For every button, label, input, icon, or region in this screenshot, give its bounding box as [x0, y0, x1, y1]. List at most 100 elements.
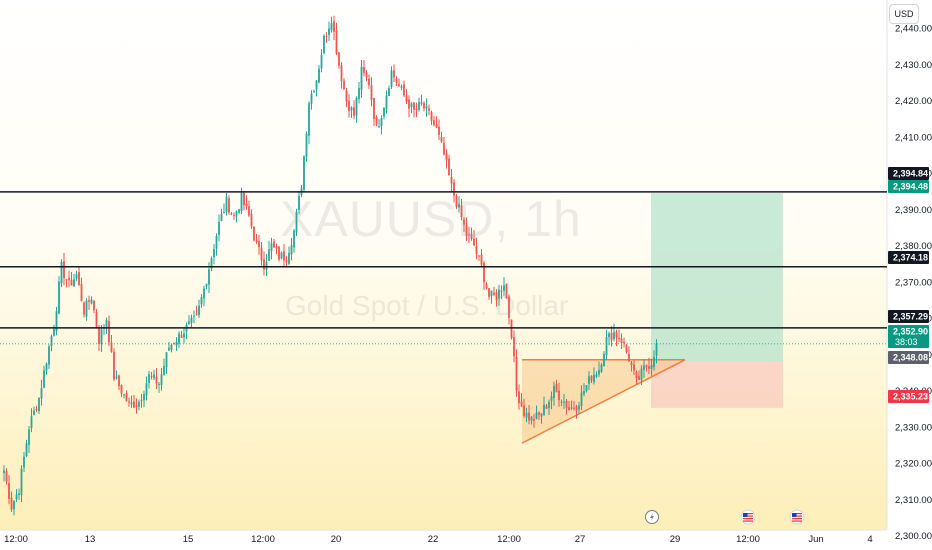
candle-body — [535, 412, 538, 419]
candle-body — [248, 206, 250, 216]
candle-body — [525, 412, 528, 418]
lightning-icon[interactable] — [645, 510, 659, 524]
candle-body — [385, 95, 388, 109]
candle-body — [550, 396, 553, 401]
candle-body — [635, 371, 638, 379]
candle-body — [308, 103, 310, 136]
candle-body — [68, 277, 70, 281]
y-tick-label: 2,390.00 — [895, 205, 932, 216]
candle-body — [190, 317, 193, 323]
candle-body — [338, 52, 340, 66]
candle-body — [58, 281, 60, 314]
candle-body — [493, 292, 495, 295]
candle-body — [60, 261, 63, 284]
candle-body — [325, 35, 328, 37]
candle-body — [188, 321, 190, 325]
candle-body — [368, 78, 370, 86]
candle-body — [78, 272, 80, 285]
candle-body — [153, 374, 155, 378]
candle-body — [80, 283, 83, 302]
price-tag-label: 2,348.08 — [893, 353, 928, 363]
candle-body — [458, 203, 460, 208]
candle-body — [513, 336, 515, 357]
candle-body — [383, 107, 385, 117]
candle-body — [393, 70, 395, 78]
candle-body — [623, 341, 625, 344]
currency-button[interactable]: USD — [889, 4, 919, 24]
candle-body — [33, 410, 35, 415]
candle-body — [150, 375, 153, 377]
candle-body — [545, 405, 548, 409]
price-tag-label: 2,394.84 — [893, 169, 928, 179]
triangle-support-line[interactable] — [521, 359, 686, 444]
candle-body — [23, 456, 25, 468]
candle-body — [275, 246, 278, 249]
candle-body — [323, 35, 325, 53]
candle-body — [220, 213, 223, 221]
y-tick-label: 2,330.00 — [895, 422, 932, 433]
candle-body — [250, 213, 253, 227]
candle-body — [643, 365, 645, 370]
us-flag-icon[interactable] — [740, 509, 756, 525]
candle-body — [263, 259, 265, 270]
candle-body — [298, 195, 300, 210]
candle-body — [238, 209, 240, 213]
candle-body — [498, 289, 500, 299]
price-tag — [888, 180, 929, 193]
candle-body — [178, 333, 180, 344]
price-tag — [888, 167, 929, 180]
candle-body — [133, 401, 135, 408]
candle-body — [578, 405, 580, 410]
candle-body — [328, 28, 330, 35]
x-tick-label: 12:00 — [736, 534, 760, 545]
candle-body — [548, 402, 550, 409]
candle-body — [610, 332, 613, 341]
candle-body — [480, 254, 483, 265]
candle-body — [615, 331, 618, 338]
candle-body — [120, 384, 123, 394]
candle-body — [580, 392, 583, 406]
candle-body — [75, 274, 78, 279]
candle-body — [233, 214, 235, 216]
candle-body — [648, 366, 650, 369]
us-flag-icon[interactable] — [789, 509, 805, 525]
price-tag-label: 2,335.23 — [893, 392, 928, 402]
candle-body — [240, 192, 243, 212]
candle-body — [365, 72, 368, 78]
candle-body — [55, 311, 58, 332]
candle-body — [598, 370, 600, 375]
candle-body — [175, 341, 178, 346]
stop-zone[interactable] — [651, 361, 783, 408]
candle-body — [193, 315, 195, 317]
candle-body — [505, 283, 508, 299]
candle-body — [473, 238, 475, 246]
candle-body — [638, 376, 640, 380]
candle-body — [43, 370, 45, 388]
candle-body — [155, 376, 158, 384]
candle-body — [65, 279, 68, 281]
candle-body — [600, 364, 603, 372]
candle-body — [403, 84, 405, 96]
candle-body — [453, 182, 455, 196]
price-tag-label: 2,394.48 — [893, 182, 928, 192]
candle-body — [343, 80, 345, 89]
candle-body — [288, 252, 290, 264]
candle-body — [123, 394, 125, 396]
candle-body — [345, 90, 348, 102]
candle-body — [203, 288, 205, 299]
candle-body — [553, 386, 555, 399]
candle-body — [113, 351, 115, 380]
candle-body — [558, 390, 560, 401]
candle-body — [415, 108, 418, 110]
candle-body — [440, 136, 443, 142]
target-zone[interactable] — [651, 193, 783, 362]
x-tick-label: 27 — [575, 534, 586, 545]
candle-body — [268, 249, 270, 261]
candle-body — [645, 365, 648, 368]
y-tick-label: 2,380.00 — [895, 241, 932, 252]
candle-body — [520, 401, 523, 407]
candle-body — [98, 327, 100, 344]
candle-body — [83, 302, 85, 315]
